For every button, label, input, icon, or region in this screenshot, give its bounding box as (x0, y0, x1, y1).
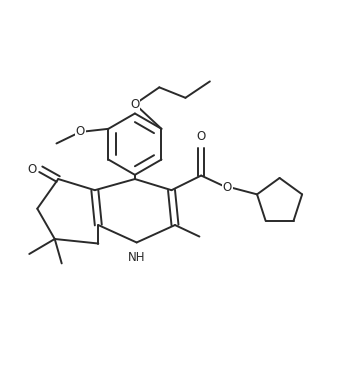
Text: O: O (27, 163, 37, 176)
Text: O: O (223, 181, 232, 194)
Text: NH: NH (128, 251, 145, 264)
Text: O: O (130, 97, 140, 110)
Text: O: O (76, 125, 85, 138)
Text: O: O (196, 130, 206, 143)
